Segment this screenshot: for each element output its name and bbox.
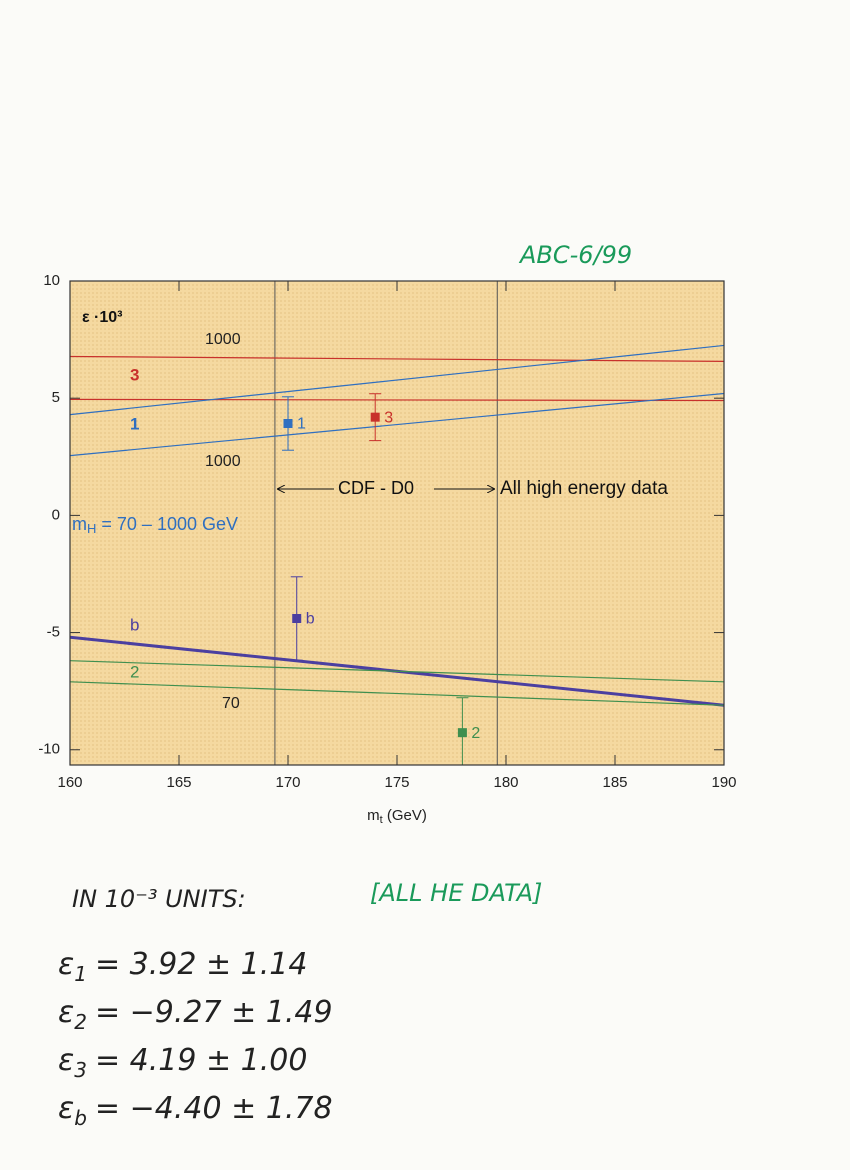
header-note: ABC-6/99 bbox=[518, 241, 632, 269]
equation: ε3 = 4.19 ± 1.00 bbox=[58, 1043, 307, 1082]
y-axis-label: ε ·10³ bbox=[82, 309, 123, 326]
y-tick-label: 5 bbox=[52, 389, 60, 406]
equation-value: = −4.40 ± 1.78 bbox=[95, 1091, 333, 1126]
annotation: 70 bbox=[222, 695, 240, 712]
equation-symbol: ε bbox=[58, 1091, 74, 1126]
point bbox=[370, 412, 380, 422]
x-axis-label-part: (GeV) bbox=[383, 807, 427, 824]
plot-frame bbox=[69, 280, 725, 766]
equation: ε2 = −9.27 ± 1.49 bbox=[58, 995, 333, 1034]
equation-subscript: 3 bbox=[74, 1058, 87, 1082]
band-line bbox=[70, 344, 724, 416]
annotation: 2 bbox=[130, 662, 139, 681]
equation-subscript: b bbox=[74, 1106, 87, 1130]
mass-range-label: mH = 70 – 1000 GeV bbox=[72, 514, 238, 537]
plot-content bbox=[70, 281, 724, 765]
annotation: All high energy data bbox=[500, 478, 668, 499]
equation-value: = 4.19 ± 1.00 bbox=[95, 1043, 307, 1078]
x-tick-label: 165 bbox=[166, 774, 191, 791]
x-tick-label: 175 bbox=[384, 774, 409, 791]
x-axis-label-part: t bbox=[380, 814, 383, 826]
x-tick-label: 185 bbox=[602, 774, 627, 791]
mass-range-part: = 70 – 1000 GeV bbox=[96, 514, 238, 534]
point-label: 3 bbox=[384, 409, 393, 426]
mass-range-part: H bbox=[87, 521, 96, 536]
equation-value: = −9.27 ± 1.49 bbox=[95, 995, 333, 1030]
x-tick-label: 180 bbox=[493, 774, 518, 791]
annotation: CDF - D0 bbox=[338, 478, 414, 498]
x-axis-label: mt (GeV) bbox=[367, 807, 427, 826]
x-tick-label: 170 bbox=[275, 774, 300, 791]
equation-subscript: 1 bbox=[74, 962, 87, 986]
equation-symbol: ε bbox=[58, 1043, 74, 1078]
y-tick-label: 10 bbox=[43, 272, 60, 289]
equation-subscript: 2 bbox=[74, 1010, 87, 1034]
band-line bbox=[70, 660, 724, 683]
annotation: 3 bbox=[130, 365, 139, 384]
plot-texture bbox=[70, 281, 724, 765]
band-line bbox=[70, 392, 724, 457]
point bbox=[283, 419, 293, 429]
annotation: b bbox=[130, 615, 139, 634]
band-line bbox=[70, 355, 724, 362]
y-tick-label: -10 bbox=[38, 741, 60, 758]
y-tick-label: 0 bbox=[52, 506, 60, 523]
point-label: 1 bbox=[297, 416, 306, 433]
point bbox=[457, 728, 467, 738]
annotation: 1 bbox=[130, 414, 139, 433]
x-axis-label-part: m bbox=[367, 807, 380, 824]
equation-value: = 3.92 ± 1.14 bbox=[95, 947, 307, 982]
annotation: 1000 bbox=[205, 453, 241, 470]
band-line bbox=[70, 398, 724, 402]
x-tick-label: 190 bbox=[711, 774, 736, 791]
equation: ε1 = 3.92 ± 1.14 bbox=[58, 947, 307, 986]
x-tick-label: 160 bbox=[57, 774, 82, 791]
equation: εb = −4.40 ± 1.78 bbox=[58, 1091, 333, 1130]
point-label: b bbox=[306, 611, 315, 628]
equation-symbol: ε bbox=[58, 947, 74, 982]
scope-note: [ALL HE DATA] bbox=[370, 879, 542, 907]
y-tick-label: -5 bbox=[47, 624, 60, 641]
annotation: 1000 bbox=[205, 331, 241, 348]
mass-range-part: m bbox=[72, 514, 87, 534]
point-label: 2 bbox=[471, 725, 480, 742]
point bbox=[292, 614, 302, 624]
equation-symbol: ε bbox=[58, 995, 74, 1030]
band-line bbox=[70, 681, 724, 706]
units-note: IN 10⁻³ UNITS: bbox=[72, 885, 246, 913]
